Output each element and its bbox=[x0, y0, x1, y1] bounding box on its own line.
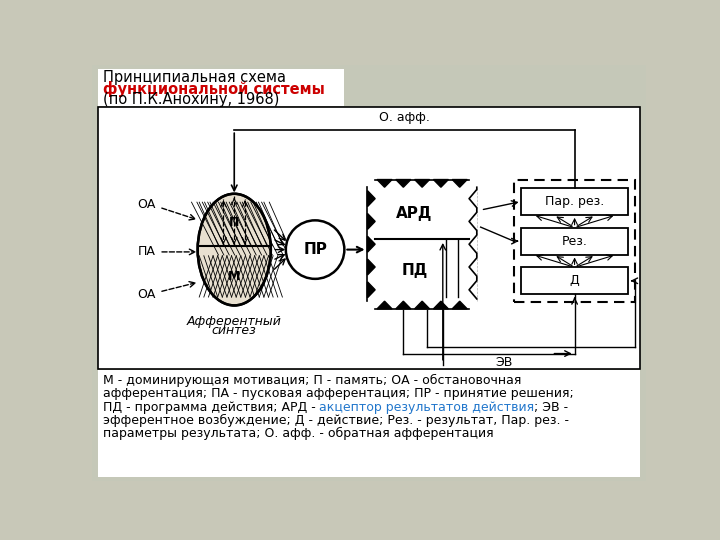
Text: параметры результата; О. афф. - обратная афферентация: параметры результата; О. афф. - обратная… bbox=[102, 427, 493, 440]
Text: Пар. рез.: Пар. рез. bbox=[545, 195, 604, 208]
Text: ; ЭВ -: ; ЭВ - bbox=[534, 401, 569, 414]
Polygon shape bbox=[433, 301, 449, 309]
Bar bbox=[514, 180, 636, 302]
Text: акцептор результатов действия: акцептор результатов действия bbox=[320, 401, 534, 414]
Text: П: П bbox=[229, 216, 240, 229]
Polygon shape bbox=[367, 213, 375, 230]
Bar bbox=[98, 69, 344, 106]
Text: Рез.: Рез. bbox=[562, 234, 588, 248]
Text: (по П.К.Анохину, 1968): (по П.К.Анохину, 1968) bbox=[102, 92, 279, 107]
Text: АРД: АРД bbox=[396, 206, 433, 221]
Text: эфферентное возбуждение; Д - действие; Рез. - результат, Пар. рез. -: эфферентное возбуждение; Д - действие; Р… bbox=[102, 414, 569, 427]
Bar bbox=[375, 187, 469, 301]
Text: М: М bbox=[228, 270, 240, 283]
Polygon shape bbox=[433, 179, 449, 187]
Polygon shape bbox=[367, 191, 375, 207]
Text: ПД: ПД bbox=[401, 263, 428, 278]
Polygon shape bbox=[367, 236, 375, 252]
Polygon shape bbox=[452, 179, 467, 187]
Polygon shape bbox=[396, 179, 411, 187]
Text: ОА: ОА bbox=[137, 288, 156, 301]
Text: ЭВ: ЭВ bbox=[495, 356, 513, 369]
Text: афферентация; ПА - пусковая афферентация; ПР - принятие решения;: афферентация; ПА - пусковая афферентация… bbox=[102, 387, 573, 401]
Ellipse shape bbox=[286, 220, 344, 279]
Polygon shape bbox=[415, 179, 430, 187]
Polygon shape bbox=[452, 301, 467, 309]
Bar bbox=[521, 228, 628, 254]
Text: ПР: ПР bbox=[303, 242, 327, 257]
Ellipse shape bbox=[198, 194, 271, 306]
Text: ПД - программа действия; АРД -: ПД - программа действия; АРД - bbox=[102, 401, 320, 414]
Bar bbox=[521, 188, 628, 215]
Polygon shape bbox=[377, 301, 392, 309]
Bar bbox=[98, 370, 640, 477]
Text: М - доминирующая мотивация; П - память; ОА - обстановочная: М - доминирующая мотивация; П - память; … bbox=[102, 374, 521, 387]
Bar bbox=[98, 107, 640, 369]
Text: Принципиальная схема: Принципиальная схема bbox=[102, 70, 286, 85]
Text: Д: Д bbox=[570, 274, 580, 287]
Polygon shape bbox=[377, 179, 392, 187]
Text: Афферентный: Афферентный bbox=[186, 315, 282, 328]
Text: ОА: ОА bbox=[137, 198, 156, 212]
Polygon shape bbox=[396, 301, 411, 309]
Text: синтез: синтез bbox=[212, 324, 256, 337]
Text: функциональной системы: функциональной системы bbox=[102, 81, 324, 97]
Polygon shape bbox=[367, 259, 375, 275]
Bar bbox=[521, 267, 628, 294]
Polygon shape bbox=[367, 282, 375, 298]
Text: ПА: ПА bbox=[138, 245, 156, 259]
Text: О. афф.: О. афф. bbox=[379, 111, 430, 124]
Polygon shape bbox=[415, 301, 430, 309]
